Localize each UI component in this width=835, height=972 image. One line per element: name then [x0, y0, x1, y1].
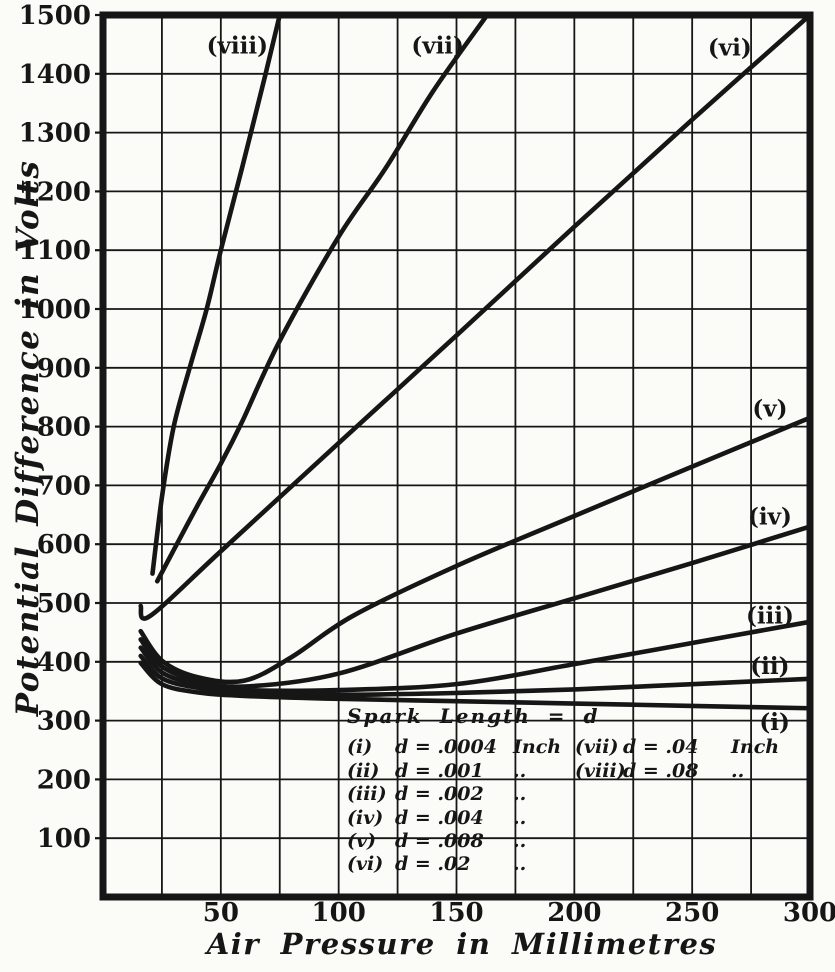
x-tick-label: 200 [547, 898, 601, 928]
curve-label-(vi): (vi) [708, 34, 752, 61]
curve-(viii) [150, 12, 283, 576]
x-tick-label: 150 [429, 898, 483, 928]
curve-(v) [138, 415, 813, 685]
y-axis-title: Potential Difference in Volts [10, 159, 46, 717]
curve-label-(v): (v) [752, 395, 787, 422]
y-tick-label: 1000 [19, 295, 91, 325]
y-tick-label: 500 [37, 589, 91, 619]
y-tick-label: 1100 [19, 236, 91, 266]
x-tick-label: 50 [203, 898, 239, 928]
y-tick-label: 100 [37, 824, 91, 854]
curve-label-(i): (i) [759, 709, 790, 736]
y-tick-label: 400 [37, 648, 91, 678]
curve-label-(iii): (iii) [746, 602, 794, 629]
curve-(ii) [138, 653, 813, 698]
curve-label-(ii): (ii) [750, 653, 789, 680]
y-tick-label: 1300 [19, 119, 91, 149]
x-tick-label: 250 [665, 898, 719, 928]
y-tick-label: 600 [37, 530, 91, 560]
x-axis-title: Air Pressure in Millimetres [206, 927, 718, 961]
y-tick-label: 900 [37, 354, 91, 384]
curve-label-(vii): (vii) [411, 33, 464, 60]
y-tick-label: 800 [37, 413, 91, 443]
y-tick-label: 1200 [19, 177, 91, 207]
curve-label-(viii): (viii) [207, 33, 268, 60]
y-tick-label: 200 [37, 765, 91, 795]
y-tick-label: 300 [37, 707, 91, 737]
curve-(iii) [138, 619, 813, 694]
curve-(vii) [154, 12, 490, 584]
x-tick-label: 300 [783, 898, 835, 928]
x-tick-label: 100 [312, 898, 366, 928]
plot-frame [99, 11, 814, 901]
y-tick-label: 700 [37, 471, 91, 501]
curve-(i) [138, 660, 813, 711]
y-tick-label: 1500 [19, 1, 91, 31]
curve-label-(iv): (iv) [748, 504, 792, 531]
curve-(vi) [138, 12, 813, 621]
y-tick-label: 1400 [19, 60, 91, 90]
curve-(iv) [138, 524, 813, 690]
